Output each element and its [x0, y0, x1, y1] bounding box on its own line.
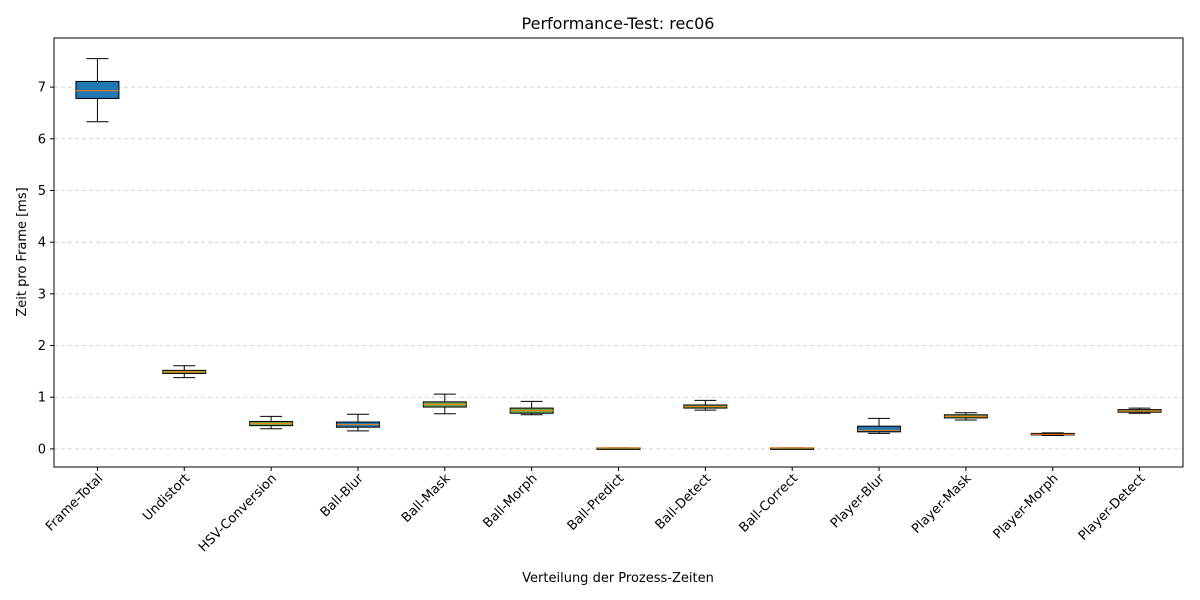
- x-tick-label: Ball-Predict: [565, 471, 628, 534]
- x-tick-label: Player-Detect: [1076, 471, 1149, 544]
- x-tick-label: Ball-Correct: [736, 471, 801, 536]
- x-axis-ticks: Frame-Total Undistort HSV-Conversion Ball-B…: [43, 467, 1148, 555]
- x-tick-label: Ball-Blur: [318, 471, 368, 521]
- y-tick-label: 4: [38, 236, 46, 251]
- box-ball-blur: [335, 413, 380, 432]
- plot-frame: [53, 37, 1184, 468]
- box-ball-mask: [422, 393, 467, 415]
- box-iqr: [857, 425, 902, 433]
- box-frame-total: [75, 58, 120, 123]
- x-tick-label: Player-Morph: [991, 471, 1062, 542]
- y-tick-label: 7: [38, 81, 46, 96]
- box-ball-predict: [596, 447, 641, 450]
- box-ball-detect: [683, 399, 728, 411]
- grid-lines: [54, 86, 1183, 450]
- y-tick-label: 5: [38, 184, 46, 199]
- box-player-morph: [1030, 432, 1075, 436]
- y-axis-label: Zeit pro Frame [ms]: [15, 187, 30, 316]
- y-tick-label: 0: [38, 442, 46, 457]
- x-tick-label: Ball-Detect: [653, 471, 715, 533]
- x-tick-label: Ball-Mask: [399, 471, 454, 526]
- box-undistort: [162, 365, 207, 379]
- x-tick-label: HSV-Conversion: [196, 471, 280, 555]
- x-axis-label: Verteilung der Prozess-Zeiten: [522, 571, 714, 586]
- y-axis-ticks: 0 1 2 3 4 5 6 7: [38, 81, 54, 457]
- x-tick-label: Undistort: [140, 471, 193, 524]
- box-ball-correct: [770, 447, 815, 450]
- box-hsv-conversion: [249, 415, 294, 430]
- box-player-mask: [943, 412, 988, 421]
- x-tick-label: Frame-Total: [43, 471, 106, 534]
- chart-title: Performance-Test: rec06: [522, 14, 715, 33]
- boxes: [75, 58, 1162, 450]
- box-iqr: [75, 80, 120, 99]
- x-tick-label: Player-Mask: [909, 471, 975, 537]
- x-tick-label: Ball-Morph: [481, 471, 541, 531]
- x-tick-label: Player-Blur: [828, 471, 889, 532]
- y-tick-label: 1: [38, 391, 46, 406]
- y-tick-label: 6: [38, 132, 46, 147]
- y-tick-label: 3: [38, 287, 46, 302]
- box-player-blur: [857, 417, 902, 434]
- box-ball-morph: [509, 400, 554, 416]
- box-player-detect: [1117, 407, 1162, 414]
- y-tick-label: 2: [38, 339, 46, 354]
